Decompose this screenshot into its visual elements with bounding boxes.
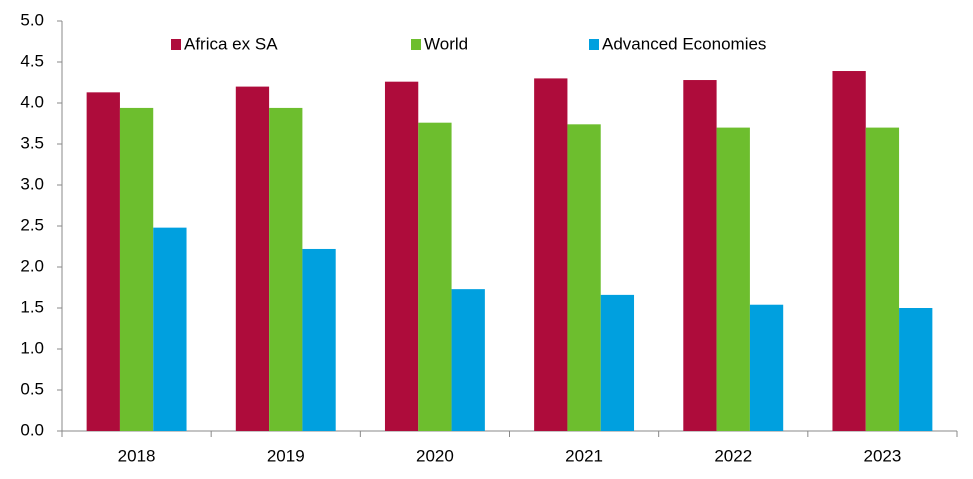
bar [749,304,784,431]
y-tick-label: 1.0 [20,338,44,357]
x-tick-label: 2018 [118,446,156,465]
legend-label: World [424,34,468,53]
bar [716,127,750,431]
y-tick-label: 4.0 [20,92,44,111]
y-tick-label: 0.0 [20,420,44,439]
y-tick-label: 3.0 [20,174,44,193]
bar [418,122,452,432]
y-tick-label: 4.5 [20,51,44,70]
y-tick-label: 2.5 [20,215,44,234]
bar [451,289,485,431]
x-tick-label: 2020 [416,446,454,465]
y-tick-label: 0.5 [20,379,44,398]
x-tick-label: 2022 [714,446,752,465]
legend-label: Africa ex SA [184,34,278,53]
bar [567,124,601,431]
y-tick-label: 5.0 [20,10,44,29]
y-tick-label: 3.5 [20,133,44,152]
bar [119,107,154,432]
bar [683,80,717,431]
bar [302,248,336,431]
bar [832,71,866,432]
legend-swatch [411,39,421,50]
bar [600,294,635,431]
bar [534,78,568,432]
bar [865,127,900,431]
bar [269,107,303,432]
x-tick-label: 2023 [864,446,902,465]
y-tick-label: 1.5 [20,297,44,316]
legend-label: Advanced Economies [602,34,766,53]
legend-swatch [171,39,181,50]
legend-swatch [589,39,599,50]
bar [153,227,187,431]
x-tick-label: 2019 [267,446,305,465]
bar [384,81,419,432]
bar [899,308,933,431]
bar [86,92,120,431]
bar [235,86,270,431]
x-tick-label: 2021 [565,446,603,465]
y-tick-label: 2.0 [20,256,44,275]
